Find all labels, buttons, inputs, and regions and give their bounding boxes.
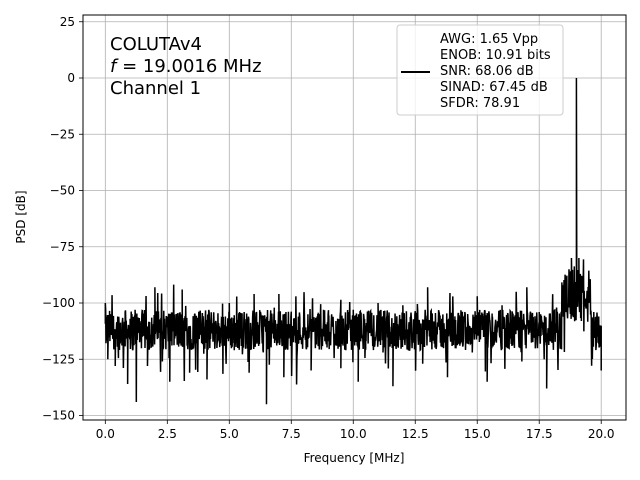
frequency-annotation: f = 19.0016 MHz bbox=[110, 56, 262, 77]
frequency-value: = 19.0016 MHz bbox=[116, 56, 261, 77]
x-tick-label: 20.0 bbox=[588, 427, 615, 441]
psd-series-line bbox=[104, 77, 602, 405]
y-tick-label: −25 bbox=[50, 127, 75, 141]
legend-box bbox=[396, 24, 564, 116]
plot-area bbox=[104, 77, 602, 405]
y-tick-label: −75 bbox=[50, 240, 75, 254]
y-tick-label: −50 bbox=[50, 184, 75, 198]
frequency-symbol: f bbox=[110, 56, 119, 77]
x-tick-label: 2.5 bbox=[158, 427, 177, 441]
y-axis-label: PSD [dB] bbox=[14, 190, 28, 243]
x-tick-label: 7.5 bbox=[282, 427, 301, 441]
x-tick-label: 15.0 bbox=[464, 427, 491, 441]
y-tick-label: −150 bbox=[42, 409, 75, 423]
x-tick-label: 10.0 bbox=[340, 427, 367, 441]
x-axis-ticks: 0.0 2.5 5.0 7.5 10.0 12.5 15.0 17.5 20.0 bbox=[96, 420, 615, 441]
legend-sfdr: SFDR: 78.91 bbox=[440, 96, 520, 111]
legend-awg: AWG: 1.65 Vpp bbox=[440, 32, 538, 47]
y-tick-label: 0 bbox=[67, 71, 75, 85]
axes-frame bbox=[82, 14, 627, 421]
y-tick-label: −100 bbox=[42, 296, 75, 310]
legend: AWG: 1.65 Vpp ENOB: 10.91 bits SNR: 68.0… bbox=[396, 24, 564, 116]
x-tick-label: 5.0 bbox=[220, 427, 239, 441]
channel-annotation: Channel 1 bbox=[110, 78, 201, 99]
device-annotation: COLUTAv4 bbox=[110, 34, 202, 55]
x-tick-label: 17.5 bbox=[526, 427, 553, 441]
x-tick-label: 12.5 bbox=[402, 427, 429, 441]
legend-sinad: SINAD: 67.45 dB bbox=[440, 80, 548, 95]
x-tick-label: 0.0 bbox=[96, 427, 115, 441]
legend-enob: ENOB: 10.91 bits bbox=[440, 48, 551, 63]
annotation-block: COLUTAv4 f = 19.0016 MHz Channel 1 bbox=[110, 34, 262, 99]
y-axis-ticks: 25 0 −25 −50 −75 −100 −125 −150 bbox=[42, 15, 83, 423]
legend-snr: SNR: 68.06 dB bbox=[440, 64, 534, 79]
y-tick-label: −125 bbox=[42, 352, 75, 366]
x-axis-label: Frequency [MHz] bbox=[304, 451, 405, 465]
y-tick-label: 25 bbox=[60, 15, 75, 29]
